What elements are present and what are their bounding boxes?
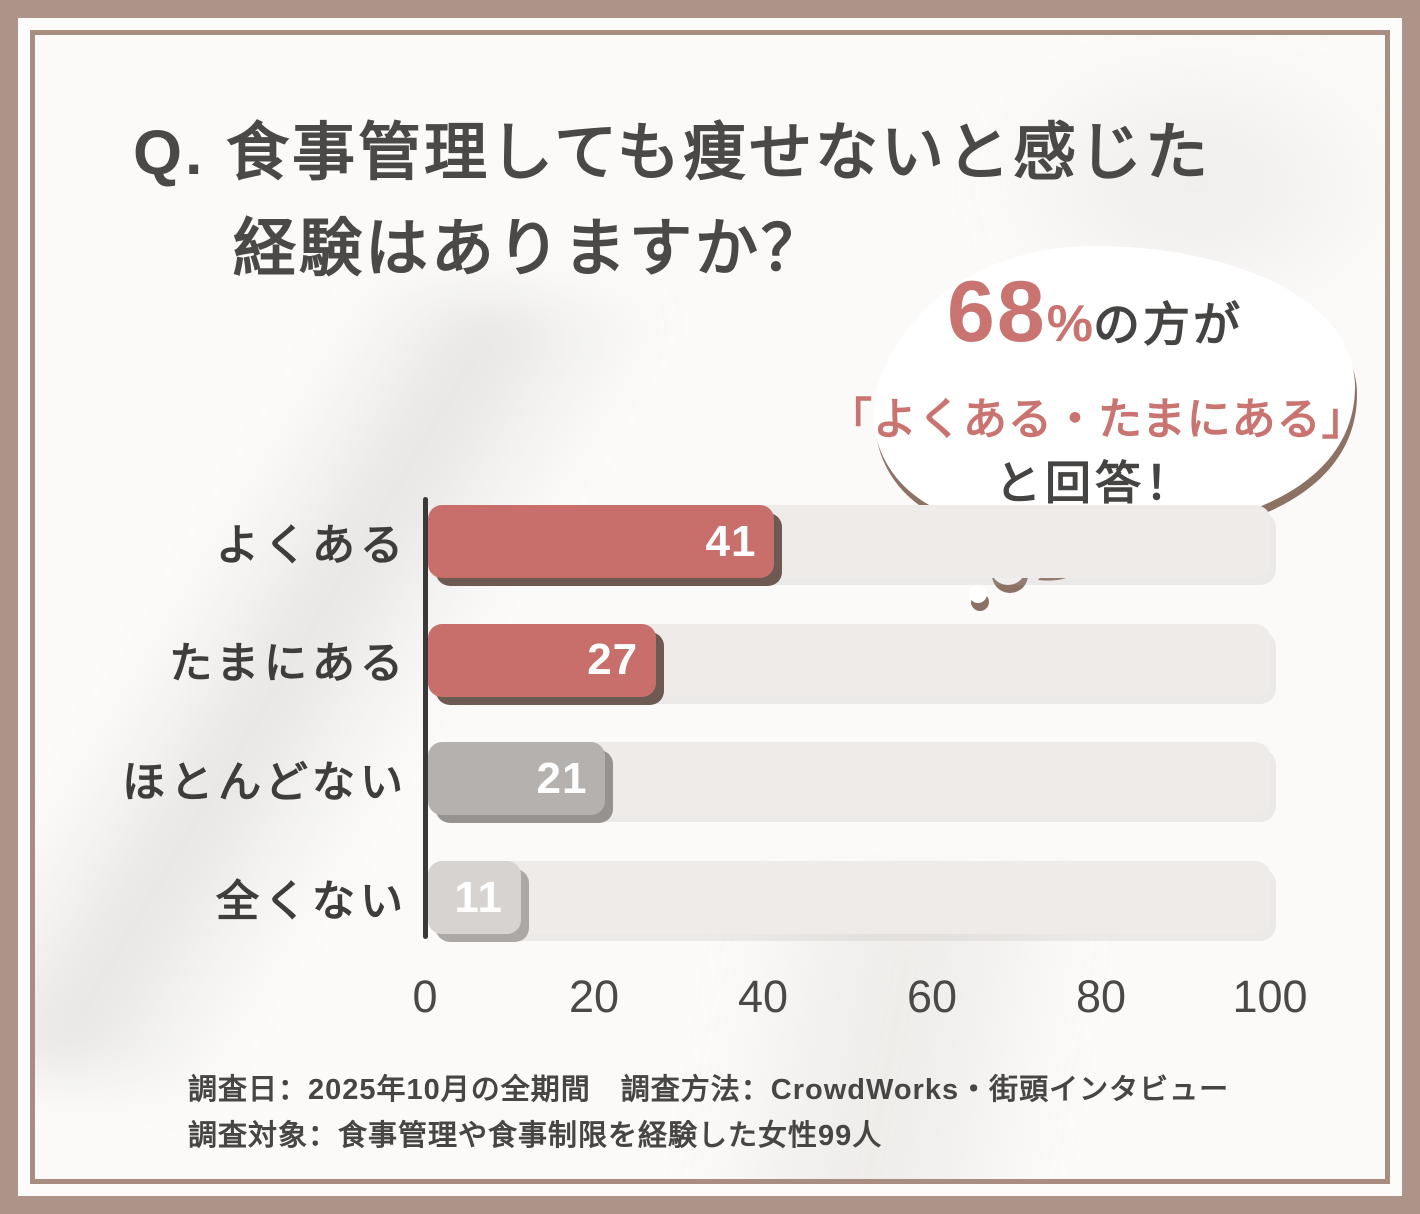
category-label: ほとんどない (122, 758, 408, 807)
bubble-stat-line: 68%の方が (828, 260, 1362, 389)
stat-suffix: の方が (1092, 298, 1243, 351)
y-axis-line (423, 497, 428, 939)
stat-percent-sign: % (1046, 295, 1093, 353)
stat-number: 68 (947, 264, 1047, 360)
bubble-answer-line: 「よくある・たまにある」 (828, 395, 1367, 444)
bar: 27 (428, 623, 657, 697)
bar-value: 11 (454, 872, 503, 922)
category-label: よくある (216, 521, 408, 570)
question-title-line1: Q. 食事管理しても痩せないと感じた (133, 118, 1211, 188)
survey-note-line1: 調査日：2025年10月の全期間 調査方法：CrowdWorks・街頭インタビュ… (188, 1074, 1230, 1106)
category-label: たまにある (169, 640, 408, 689)
category-label: 全くない (216, 877, 408, 926)
bar-value: 27 (587, 635, 639, 685)
bar-value: 41 (705, 516, 757, 566)
content-panel: Q. 食事管理しても痩せないと感じた 経験はありますか？ 68%の方が 「よくあ… (30, 30, 1390, 1184)
survey-note: 調査日：2025年10月の全期間 調査方法：CrowdWorks・街頭インタビュ… (188, 1067, 1229, 1159)
question-title-line2: 経験はありますか？ (233, 214, 827, 284)
x-axis-tick: 20 (568, 971, 620, 1022)
x-axis-tick: 80 (1075, 971, 1127, 1022)
bubble-reply-line: と回答！ (995, 457, 1195, 509)
survey-note-line2: 調査対象：食事管理や食事制限を経験した女性99人 (188, 1120, 883, 1152)
x-axis-tick: 0 (412, 971, 438, 1022)
x-axis-tick: 40 (737, 971, 789, 1022)
bar-value: 21 (536, 753, 588, 803)
bar-track (428, 861, 1271, 935)
x-axis-tick: 60 (906, 971, 958, 1022)
bubble-text: 68%の方が 「よくある・たまにある」 と回答！ (828, 260, 1367, 515)
question-title: Q. 食事管理しても痩せないと感じた 経験はありますか？ (133, 105, 1211, 297)
x-axis-tick: 100 (1232, 971, 1308, 1022)
bar: 21 (428, 742, 606, 816)
bar: 41 (428, 505, 775, 578)
thought-bubble: 68%の方が 「よくある・たまにある」 と回答！ (810, 238, 1370, 628)
thought-bubble-dot (969, 585, 987, 603)
bar: 11 (428, 861, 521, 935)
bar-chart: よくある 41 たまにある 27 ほとんどない 21 全くない 11 0 20 40 60 80 100 (35, 35, 1385, 1179)
